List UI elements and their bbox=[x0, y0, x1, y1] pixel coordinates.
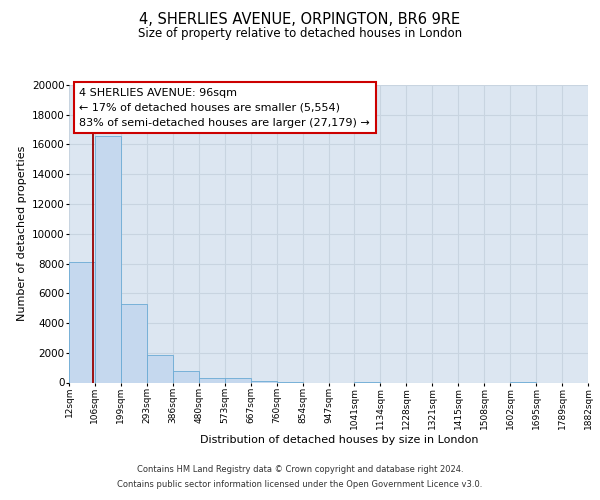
Bar bbox=[147, 355, 173, 382]
Y-axis label: Number of detached properties: Number of detached properties bbox=[17, 146, 26, 322]
Text: 4 SHERLIES AVENUE: 96sqm
← 17% of detached houses are smaller (5,554)
83% of sem: 4 SHERLIES AVENUE: 96sqm ← 17% of detach… bbox=[79, 88, 370, 128]
Bar bbox=[225, 378, 251, 382]
Text: Size of property relative to detached houses in London: Size of property relative to detached ho… bbox=[138, 28, 462, 40]
Text: Distribution of detached houses by size in London: Distribution of detached houses by size … bbox=[200, 435, 478, 445]
Bar bbox=[69, 262, 95, 382]
Text: Contains HM Land Registry data © Crown copyright and database right 2024.: Contains HM Land Registry data © Crown c… bbox=[137, 465, 463, 474]
Bar bbox=[95, 136, 121, 382]
Bar bbox=[173, 372, 199, 382]
Bar bbox=[251, 381, 277, 382]
Text: 4, SHERLIES AVENUE, ORPINGTON, BR6 9RE: 4, SHERLIES AVENUE, ORPINGTON, BR6 9RE bbox=[139, 12, 461, 28]
Bar bbox=[121, 304, 147, 382]
Text: Contains public sector information licensed under the Open Government Licence v3: Contains public sector information licen… bbox=[118, 480, 482, 489]
Bar bbox=[199, 378, 224, 382]
